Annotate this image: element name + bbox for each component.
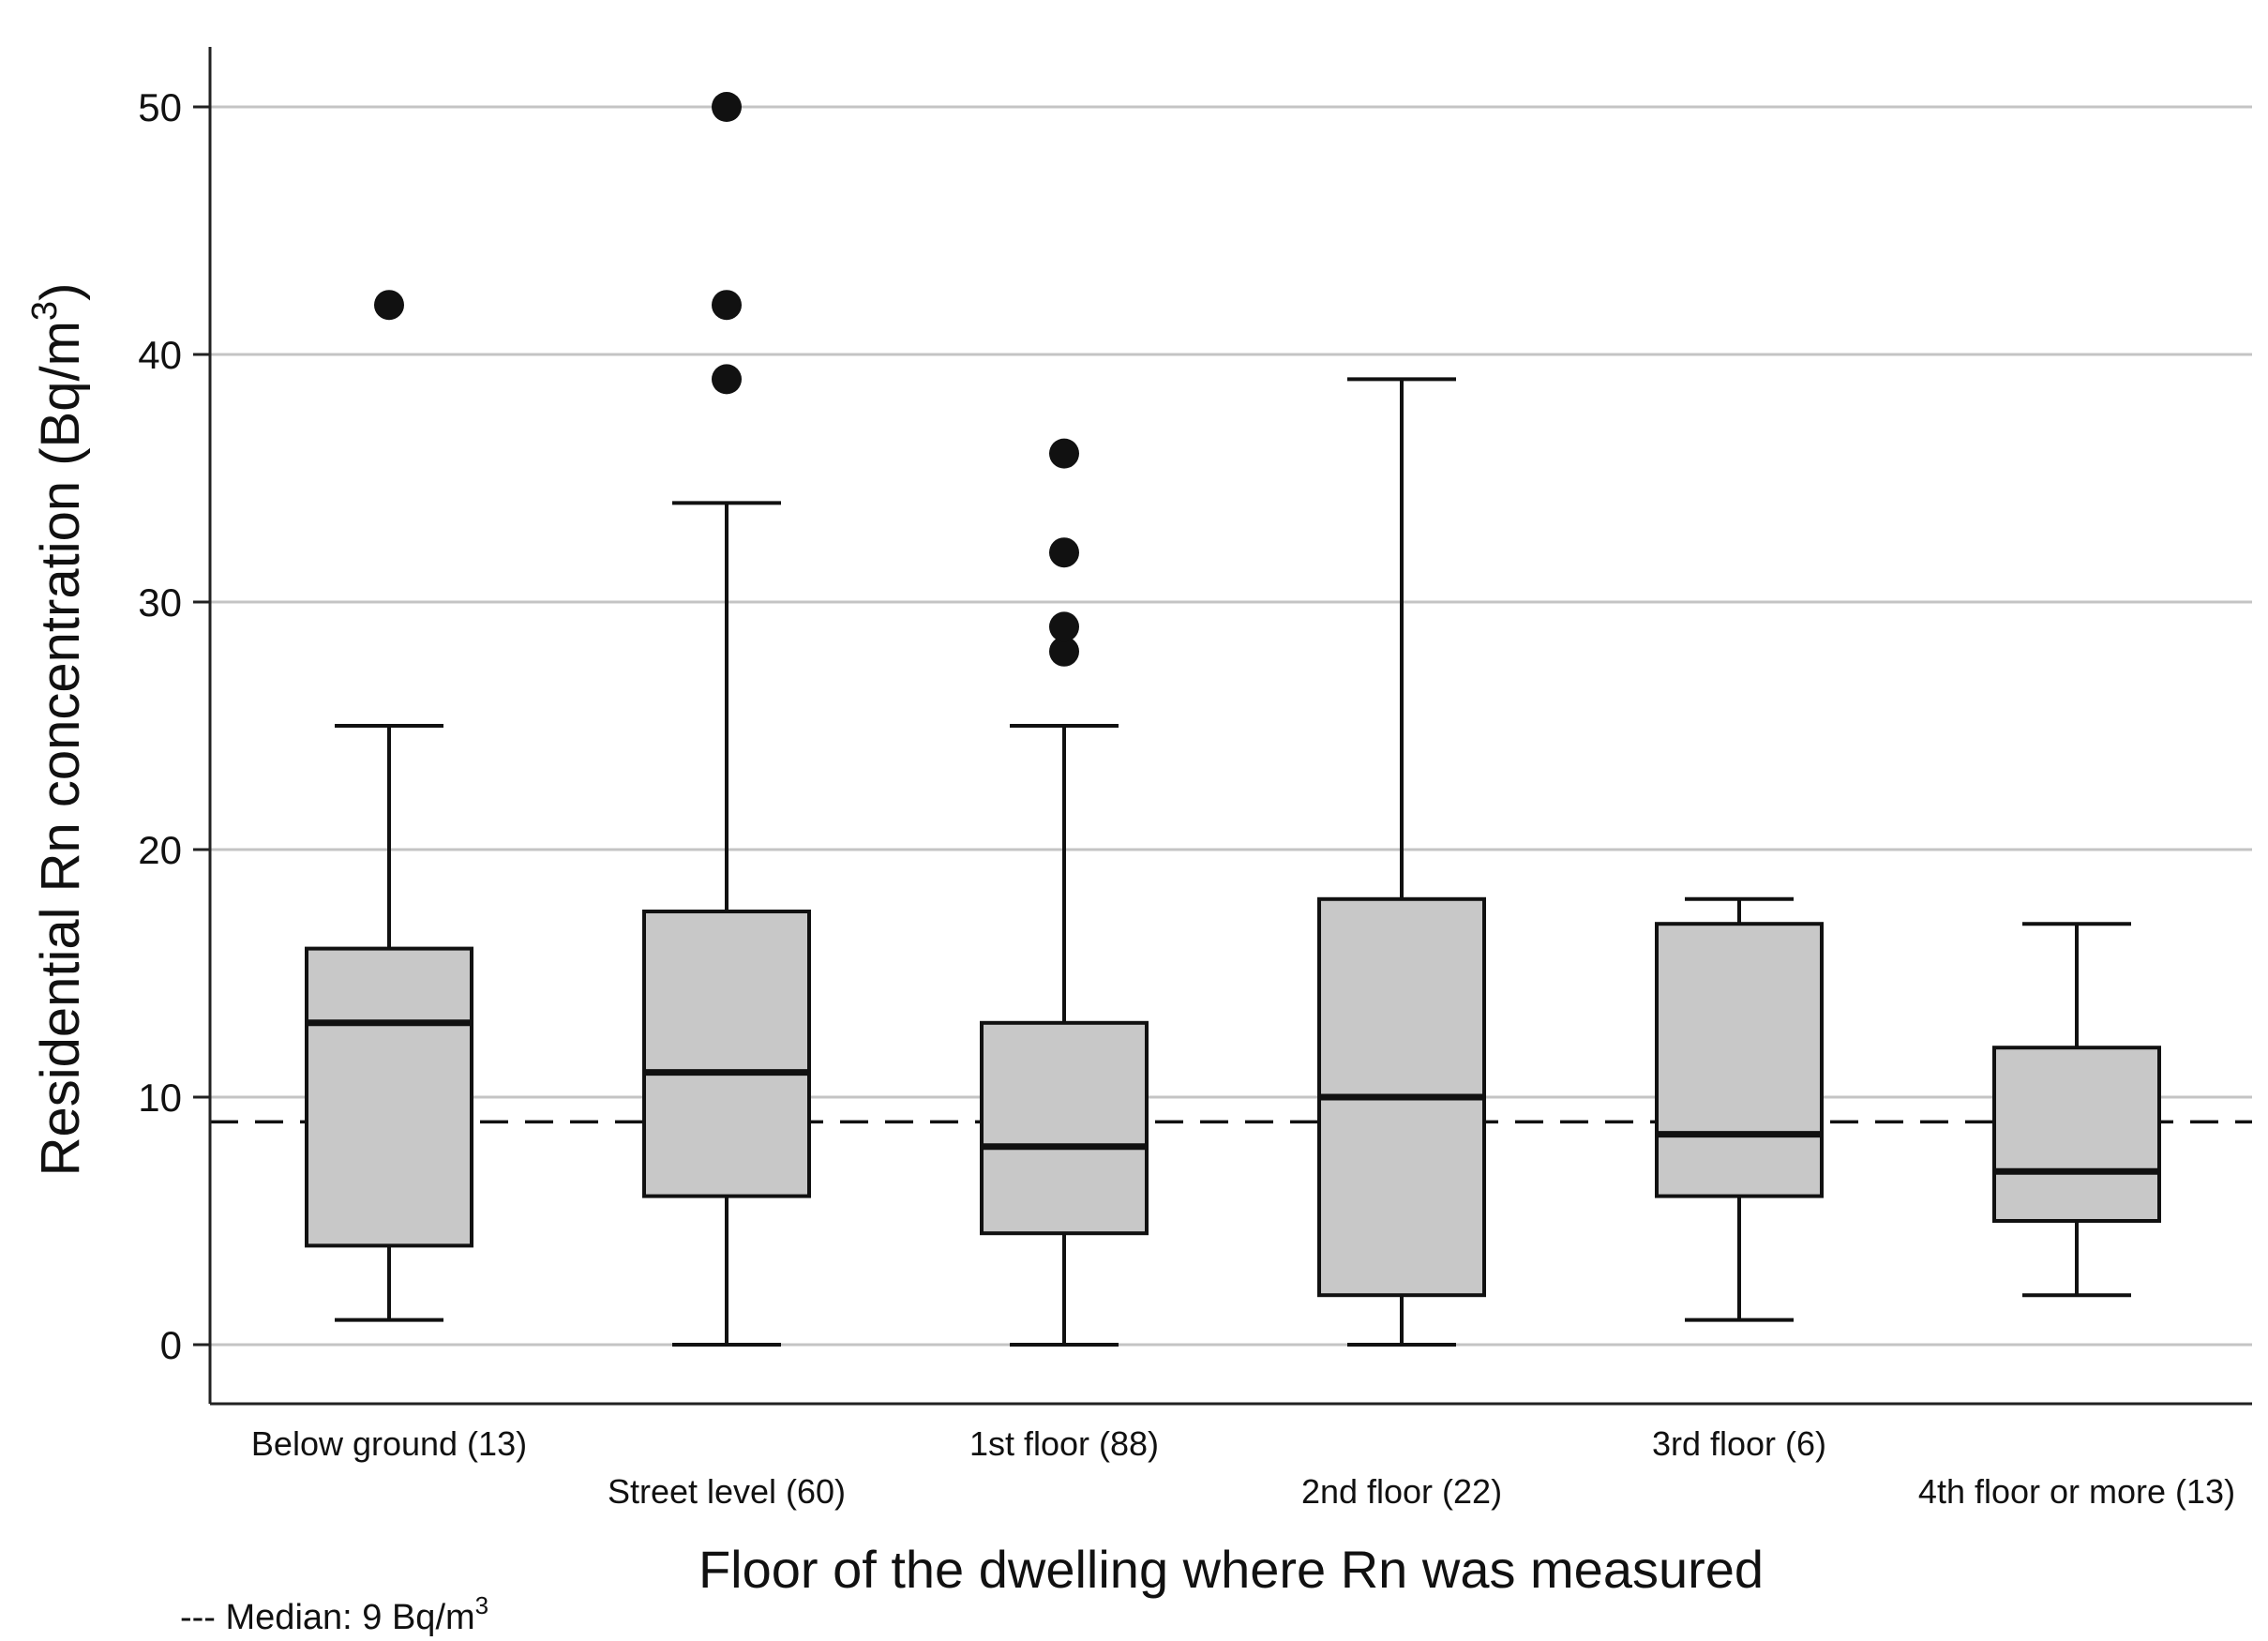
outlier-point: [1049, 636, 1079, 667]
grid-lines: [210, 105, 2252, 1347]
x-category-label: Below ground (13): [251, 1424, 527, 1463]
axes-group: [193, 47, 2252, 1406]
y-tick-label: 30: [138, 580, 182, 625]
y-axis-title-close: ): [30, 283, 91, 301]
box-group: [1317, 377, 1486, 1347]
median-note: --- Median: 9 Bq/m3: [180, 1591, 488, 1637]
y-tick-label: 10: [138, 1076, 182, 1120]
labels-group: 0 10 20 30 40 50 Below ground (13) Street level…: [25, 85, 2235, 1637]
box-group: [1655, 896, 1824, 1322]
outlier-point: [1049, 537, 1079, 568]
outlier-point: [1049, 611, 1079, 642]
iqr-box: [642, 910, 811, 1198]
y-axis-title-superscript: 3: [25, 301, 65, 321]
median-note-text: --- Median: 9 Bq/m: [180, 1598, 475, 1637]
outlier-point: [712, 290, 742, 321]
box-group: [305, 290, 473, 1322]
outlier-point: [712, 364, 742, 395]
y-tick-label: 0: [160, 1323, 182, 1367]
y-axis-title: Residential Rn concentration (Bq/m3): [25, 283, 91, 1177]
box-group: [980, 438, 1149, 1347]
outlier-point: [712, 92, 742, 122]
x-category-label: 2nd floor (22): [1301, 1472, 1502, 1511]
x-category-label: 3rd floor (6): [1652, 1424, 1826, 1463]
iqr-box: [305, 946, 473, 1248]
x-category-label: Street level (60): [608, 1472, 846, 1511]
iqr-box: [980, 1020, 1149, 1236]
box-group: [1992, 922, 2161, 1298]
y-tick-label: 20: [138, 828, 182, 872]
x-axis-title: Floor of the dwelling where Rn was measu…: [698, 1540, 1764, 1599]
iqr-box: [1655, 922, 1824, 1198]
outlier-point: [1049, 438, 1079, 469]
x-category-label: 1st floor (88): [969, 1424, 1159, 1463]
x-category-label: 4th floor or more (13): [1918, 1472, 2235, 1511]
y-axis-title-main: Residential Rn concentration (Bq/m: [30, 321, 91, 1176]
iqr-box: [1992, 1046, 2161, 1223]
y-tick-label: 40: [138, 333, 182, 377]
median-note-superscript: 3: [475, 1591, 488, 1619]
y-tick-label: 50: [138, 85, 182, 129]
boxes-group: [305, 92, 2161, 1347]
box-group: [642, 92, 811, 1347]
outlier-point: [374, 290, 404, 321]
